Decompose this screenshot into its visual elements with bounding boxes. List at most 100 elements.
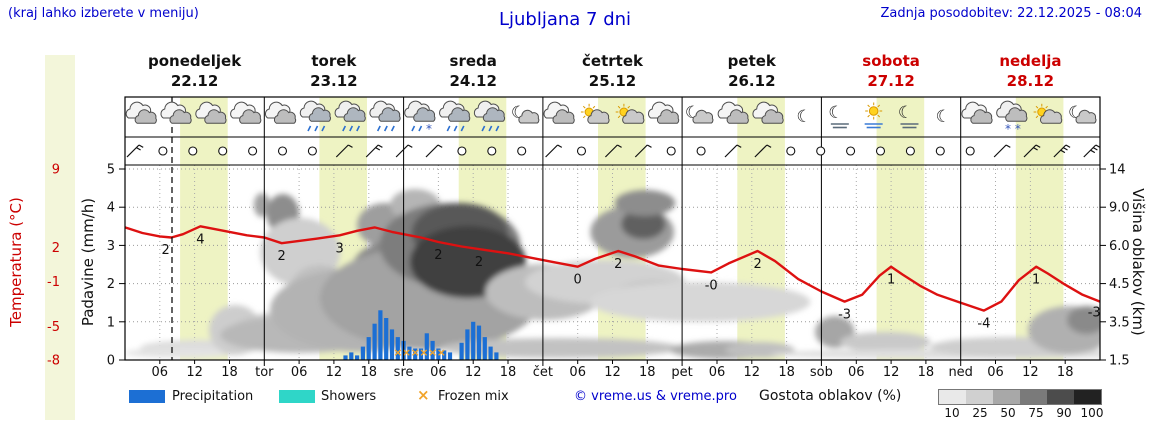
cloud-icon bbox=[726, 109, 749, 124]
precip-bar bbox=[424, 333, 429, 360]
wind-barb-icon bbox=[754, 144, 772, 158]
time-tick-label: 12 bbox=[186, 365, 203, 380]
colorbar-tick-label: 90 bbox=[1056, 406, 1072, 420]
precip-bar bbox=[465, 329, 470, 360]
cloud-density-colorbar-labels: 10 25 50 75 90 100 bbox=[938, 406, 1106, 420]
cloud-tick-label: 4.5 bbox=[1109, 277, 1130, 292]
weather-icon bbox=[961, 101, 993, 124]
precip-bar bbox=[378, 310, 383, 360]
time-tick-label: sob bbox=[810, 365, 833, 380]
precip-bar bbox=[389, 329, 395, 360]
temp-tick-label: 2 bbox=[52, 241, 60, 256]
precip-bar bbox=[343, 355, 348, 360]
temperature-point-label: -0 bbox=[705, 278, 718, 293]
left-accent-strip bbox=[45, 55, 75, 420]
time-tick-label: pet bbox=[671, 365, 692, 380]
day-date-label: 23.12 bbox=[310, 72, 357, 90]
frozen-mix-icon: × bbox=[417, 386, 430, 404]
raindrop-icon bbox=[446, 125, 451, 132]
cloud-cover-layer bbox=[125, 189, 1100, 359]
temperature-point-label: 4 bbox=[196, 232, 204, 247]
cloud-tick-label: 14 bbox=[1109, 163, 1126, 178]
temperature-point-label: 1 bbox=[887, 273, 895, 288]
cloud-icon bbox=[274, 109, 297, 124]
colorbar-segment bbox=[993, 390, 1020, 404]
time-tick-label: 06 bbox=[291, 365, 308, 380]
temperature-point-label: -4 bbox=[977, 317, 990, 332]
raindrop-icon bbox=[390, 125, 395, 132]
precip-tick-label: 2 bbox=[107, 277, 115, 292]
cloud-icon bbox=[622, 109, 645, 124]
precip-tick-label: 1 bbox=[107, 315, 115, 330]
wind-barb-icon bbox=[993, 144, 1011, 158]
calm-wind-icon bbox=[875, 146, 886, 156]
temperature-point-label: -3 bbox=[1088, 305, 1101, 320]
weather-icon bbox=[299, 100, 331, 132]
calm-wind-icon bbox=[696, 146, 706, 156]
temp-tick-label: 9 bbox=[52, 163, 60, 178]
cloud-density-colorbar bbox=[938, 389, 1102, 405]
calm-wind-icon bbox=[905, 146, 915, 156]
last-updated: Zadnja posodobitev: 22.12.2025 - 08:04 bbox=[880, 6, 1142, 21]
colorbar-segment bbox=[939, 390, 966, 404]
day-name-label: ponedeljek bbox=[148, 52, 242, 70]
colorbar-segment bbox=[1047, 390, 1074, 404]
raindrop-icon bbox=[488, 125, 493, 132]
raindrop-icon bbox=[349, 125, 354, 132]
weather-icon: * bbox=[404, 100, 436, 136]
weather-icon bbox=[125, 101, 157, 124]
temperature-line bbox=[124, 225, 1101, 312]
calm-wind-icon bbox=[188, 146, 198, 156]
day-date-label: 28.12 bbox=[1007, 72, 1054, 90]
precip-bar bbox=[488, 346, 493, 360]
weather-icon bbox=[160, 101, 192, 124]
temp-tick-label: -1 bbox=[47, 275, 60, 290]
moon-icon: ☾ bbox=[796, 107, 811, 127]
precip-tick-label: 0 bbox=[107, 354, 115, 369]
weather-icon: ☾ bbox=[936, 107, 951, 127]
wind-barb-icon bbox=[1053, 144, 1071, 158]
precip-bar bbox=[355, 355, 360, 360]
time-tick-label: 18 bbox=[1057, 365, 1074, 380]
time-tick-label: tor bbox=[255, 365, 274, 380]
time-tick-label: 12 bbox=[604, 365, 621, 380]
precip-bar bbox=[494, 352, 499, 360]
showers-swatch bbox=[279, 390, 315, 403]
cloud-icon bbox=[378, 107, 401, 122]
time-tick-label: ned bbox=[948, 365, 973, 380]
raindrop-icon bbox=[376, 125, 381, 132]
time-tick-label: 06 bbox=[152, 365, 169, 380]
calm-wind-icon bbox=[786, 146, 796, 156]
precip-bar bbox=[407, 346, 412, 360]
cloud-icon bbox=[970, 109, 993, 124]
calm-wind-icon bbox=[158, 146, 168, 156]
snowflake-icon: * * bbox=[1005, 122, 1021, 136]
moon-icon: ☾ bbox=[936, 107, 951, 127]
precip-bar bbox=[459, 342, 464, 360]
time-tick-label: 12 bbox=[744, 365, 761, 380]
precip-tick-label: 3 bbox=[107, 239, 115, 254]
colorbar-segment bbox=[966, 390, 993, 404]
temperature-point-label: -3 bbox=[838, 308, 851, 323]
precip-tick-label: 4 bbox=[107, 201, 115, 216]
weather-icon bbox=[439, 100, 471, 132]
moon-icon: ☾ bbox=[898, 103, 913, 123]
temperature-point-label: 2 bbox=[278, 249, 286, 264]
precip-bar bbox=[349, 352, 354, 360]
precip-bar bbox=[366, 337, 371, 360]
wind-barb-icon bbox=[634, 144, 652, 158]
day-date-label: 24.12 bbox=[449, 72, 496, 90]
daylight-band bbox=[876, 97, 925, 360]
calm-wind-icon bbox=[218, 146, 228, 156]
time-tick-label: 12 bbox=[1022, 365, 1039, 380]
copyright-link[interactable]: © vreme.us & vreme.pro bbox=[574, 389, 737, 404]
time-tick-label: 12 bbox=[883, 365, 900, 380]
temp-tick-label: -5 bbox=[47, 320, 60, 335]
weather-icon bbox=[473, 100, 506, 132]
precip-tick-label: 5 bbox=[107, 163, 115, 178]
cloud-icon bbox=[761, 109, 784, 124]
snowflake-icon: * bbox=[426, 122, 432, 136]
colorbar-segment bbox=[1020, 390, 1047, 404]
